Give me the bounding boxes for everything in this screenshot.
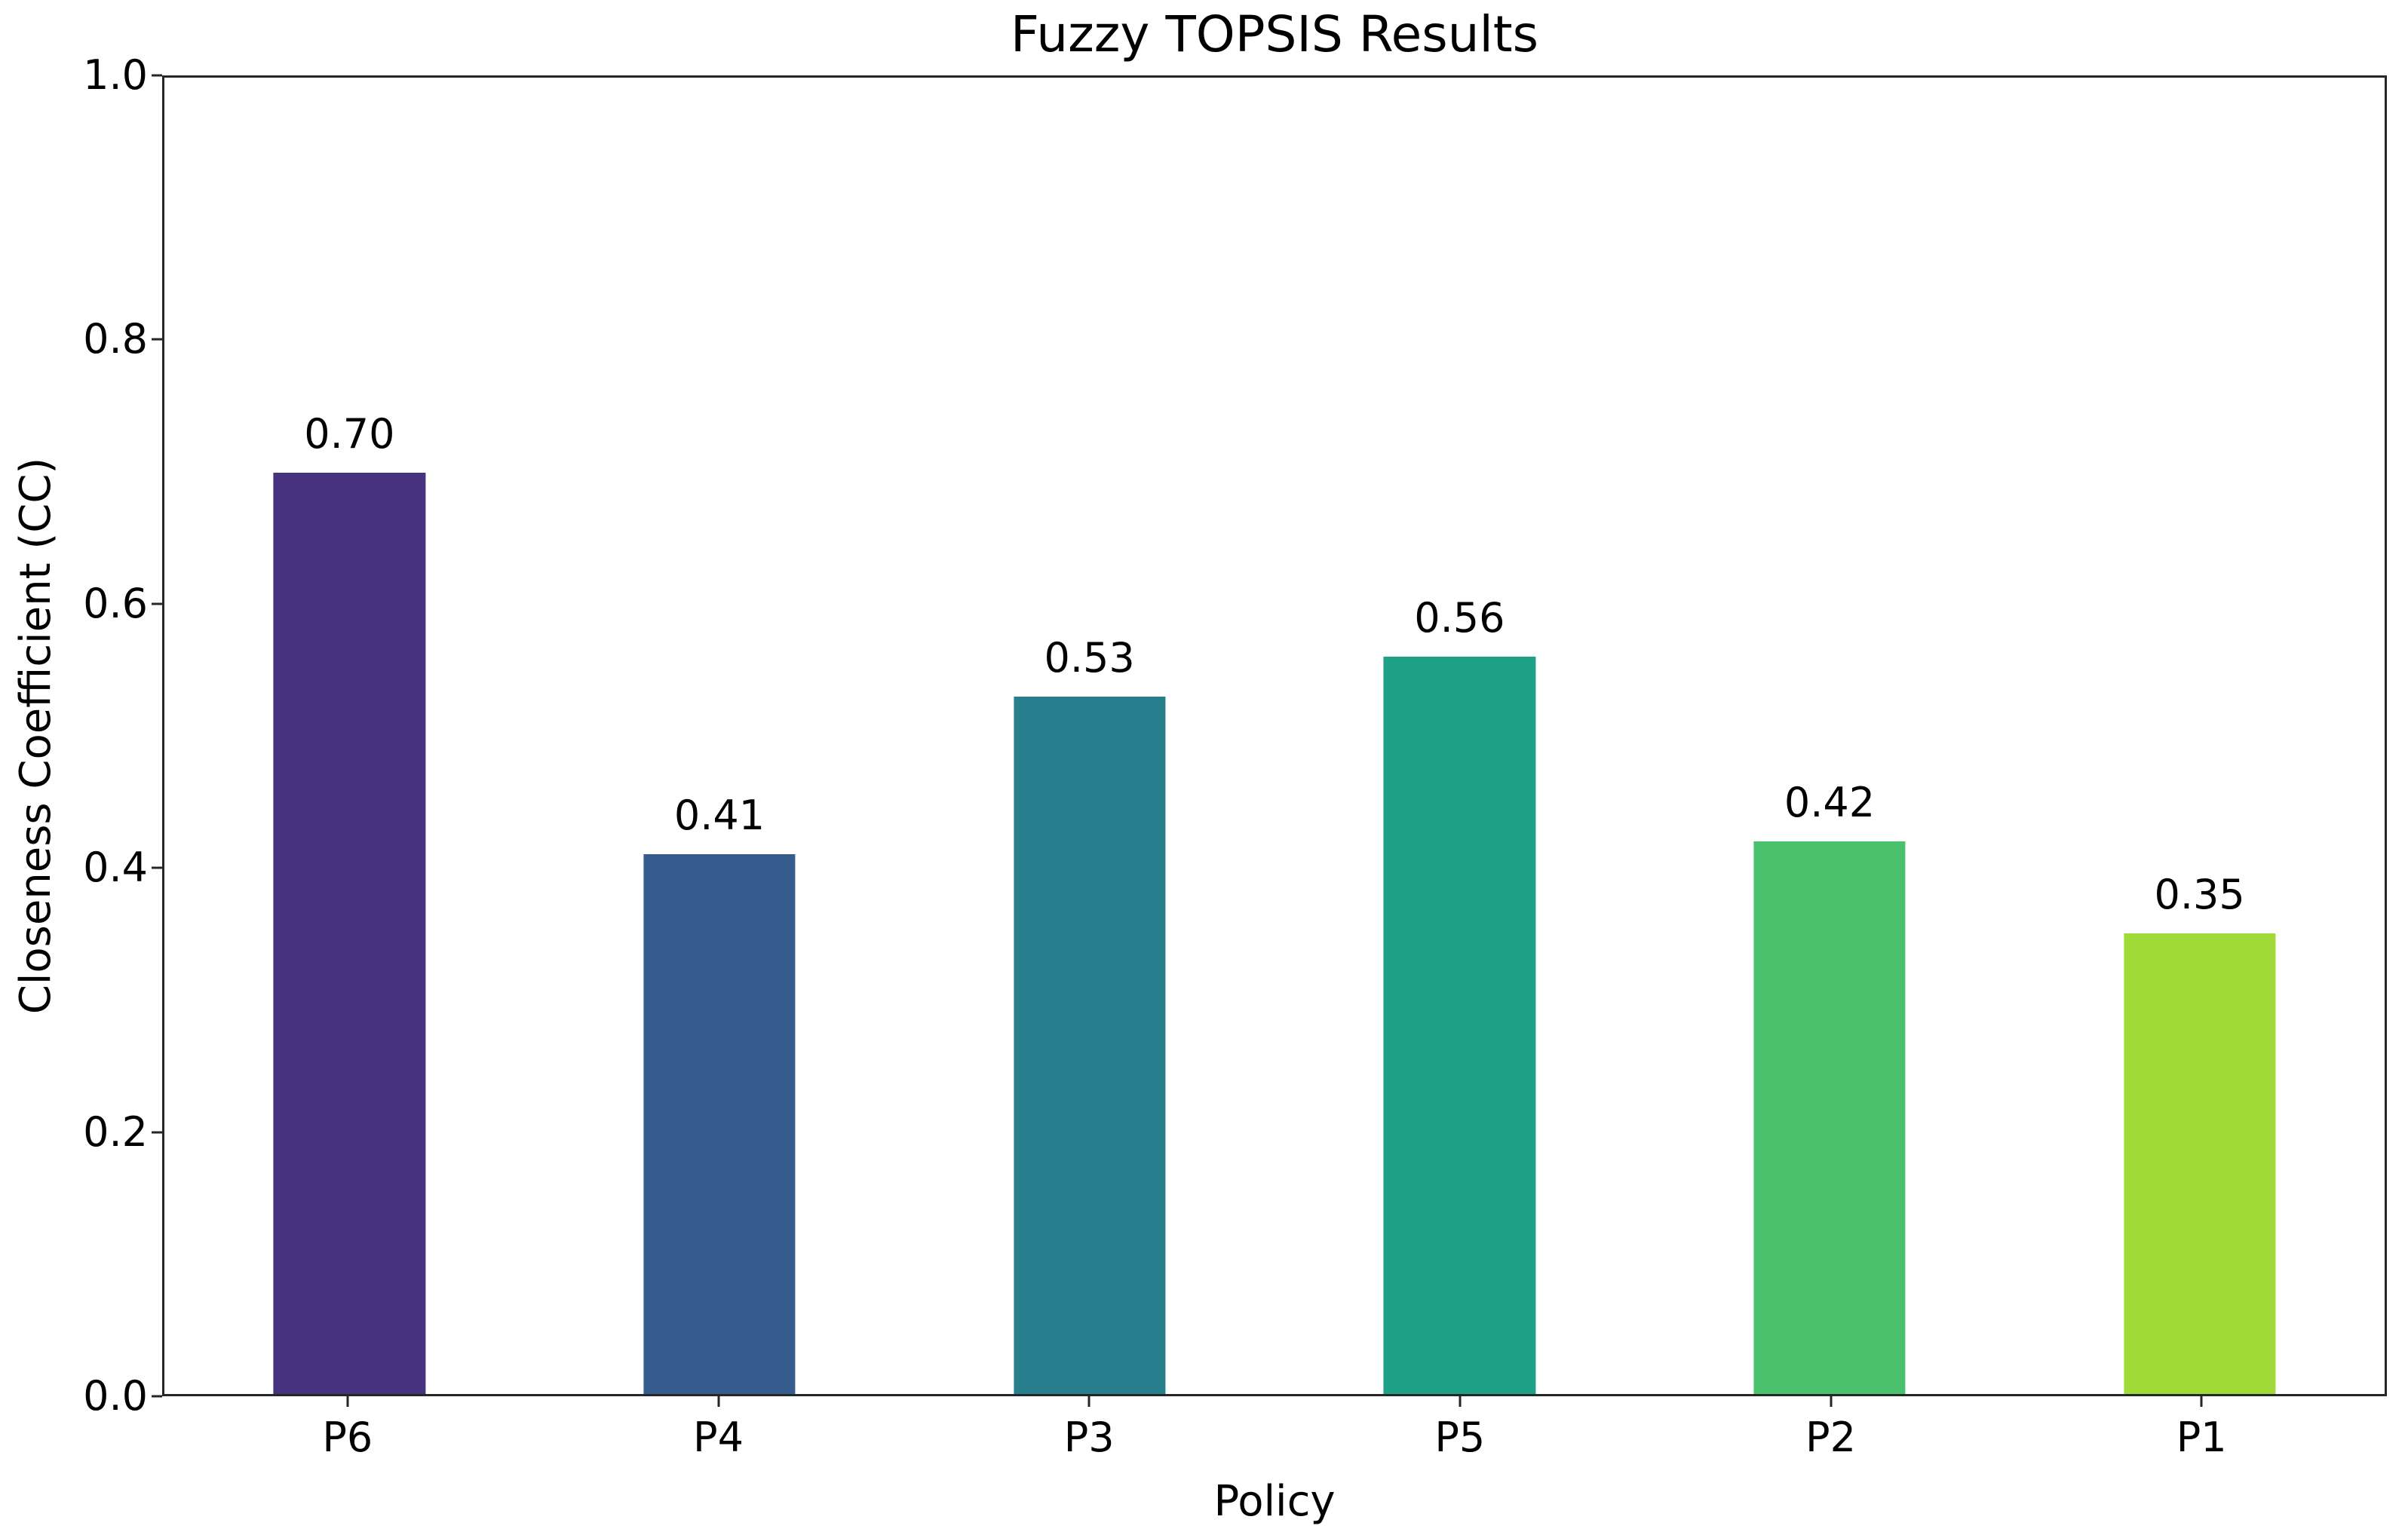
x-axis-label: Policy [1213,1477,1336,1526]
bar-value-label-P3: 0.53 [1044,633,1135,682]
x-tick-mark [2200,1396,2203,1407]
x-tick-mark [1087,1396,1091,1407]
x-tick-label-P4: P4 [693,1414,744,1461]
x-tick-label-P3: P3 [1063,1414,1115,1461]
y-tick-mark [152,74,162,77]
bar-P6 [273,472,425,1394]
y-tick-label-1.0: 1.0 [83,51,148,99]
y-tick-mark [152,866,162,869]
chart-title: Fuzzy TOPSIS Results [1010,5,1539,63]
x-tick-label-P6: P6 [322,1414,373,1461]
bar-P1 [2124,933,2276,1394]
bar-value-label-P4: 0.41 [673,792,765,840]
y-tick-label-0.8: 0.8 [83,315,148,363]
y-tick-mark [152,1395,162,1398]
x-tick-label-P5: P5 [1434,1414,1486,1461]
x-tick-mark [717,1396,719,1407]
bar-value-label-P6: 0.70 [304,409,395,458]
bar-value-label-P1: 0.35 [2154,870,2245,918]
y-tick-mark [152,338,162,341]
y-tick-label-0.6: 0.6 [83,579,148,627]
y-tick-mark [152,1131,162,1134]
bar-P4 [643,854,796,1394]
x-axis-ticks: P6 P4 P3 P5 P2 P1 [162,1396,2387,1487]
x-tick-label-P2: P2 [1805,1414,1856,1461]
bar-P2 [1753,841,1906,1394]
x-tick-mark [1830,1396,1832,1407]
bar-value-label-P2: 0.42 [1784,778,1876,826]
y-tick-label-0.4: 0.4 [83,844,148,892]
x-tick-mark [346,1396,349,1407]
bar-P3 [1014,696,1166,1394]
plot-area: 0.70 0.41 0.53 0.56 0.42 0.35 [162,75,2387,1396]
y-tick-label-0.0: 0.0 [83,1372,148,1420]
bar-P5 [1383,657,1535,1394]
x-tick-mark [1459,1396,1462,1407]
x-tick-label-P1: P1 [2176,1414,2227,1461]
y-tick-mark [152,602,162,605]
y-tick-label-0.2: 0.2 [83,1108,148,1156]
y-axis-ticks: 0.0 0.2 0.4 0.6 0.8 1.0 [0,55,162,1417]
bar-value-label-P5: 0.56 [1414,594,1505,642]
